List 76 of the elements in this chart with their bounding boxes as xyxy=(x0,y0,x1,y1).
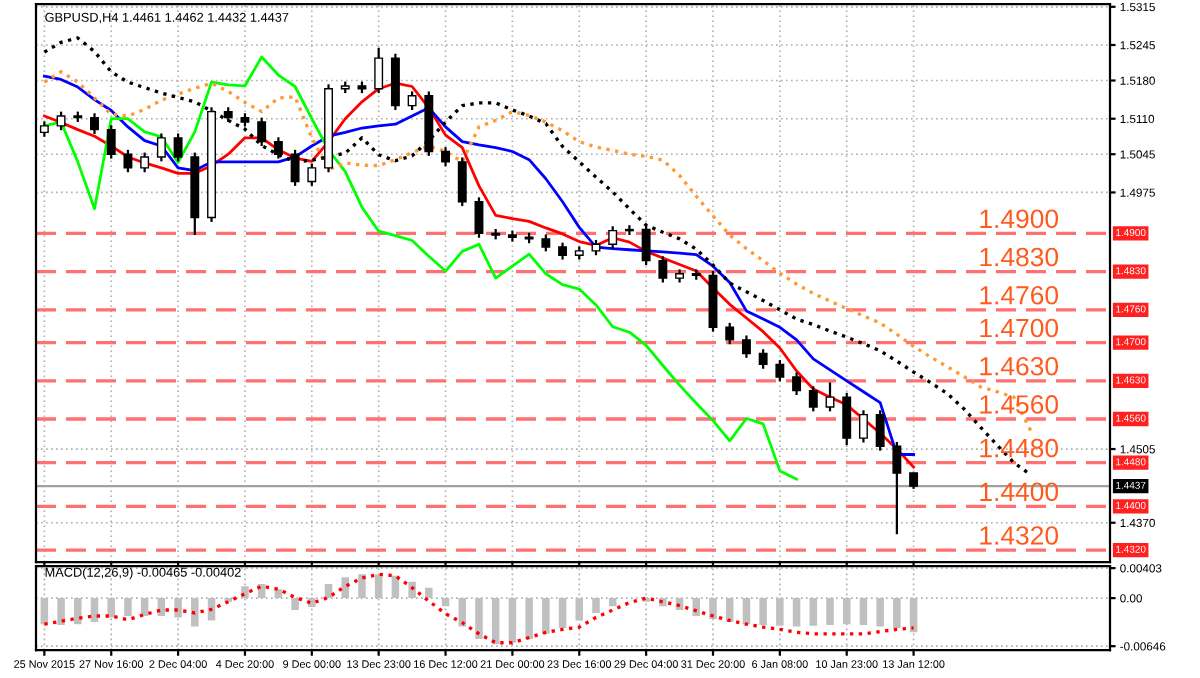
ref-line-label: 1.4630 xyxy=(980,356,1059,376)
bar xyxy=(107,598,115,618)
bar xyxy=(374,574,383,599)
candlestick xyxy=(441,146,450,168)
bar xyxy=(608,598,617,607)
candlestick xyxy=(374,46,384,95)
bar xyxy=(859,598,868,625)
candlestick xyxy=(792,371,802,397)
ref-line-label: 1.4560 xyxy=(980,395,1059,414)
candlestick xyxy=(758,348,768,370)
candlestick xyxy=(725,321,735,346)
bar xyxy=(876,598,884,627)
candlestick xyxy=(858,409,868,444)
candlestick xyxy=(407,90,417,112)
candlestick xyxy=(156,132,166,163)
bar xyxy=(709,598,717,619)
candlestick xyxy=(842,391,852,447)
bar xyxy=(441,598,450,607)
candlestick xyxy=(775,358,785,383)
bar xyxy=(809,598,818,626)
bar xyxy=(826,598,834,625)
candlestick xyxy=(875,409,885,452)
bar xyxy=(776,598,784,626)
bar xyxy=(90,598,99,622)
bar xyxy=(341,577,350,599)
candlestick xyxy=(741,334,751,359)
candlestick xyxy=(390,52,400,112)
bar xyxy=(759,598,767,625)
candlestick xyxy=(808,385,818,413)
bar xyxy=(592,598,600,613)
bar xyxy=(425,587,433,599)
candlestick xyxy=(106,124,116,160)
candlestick xyxy=(474,196,484,239)
candlestick xyxy=(658,255,668,284)
bar xyxy=(792,598,801,627)
candlestick xyxy=(608,225,618,250)
candlestick xyxy=(825,381,835,413)
bar xyxy=(358,574,366,599)
ref-line-label: 1.4900 xyxy=(980,209,1059,229)
bar xyxy=(508,598,517,643)
ref-line-label: 1.4400 xyxy=(980,482,1059,502)
candlestick xyxy=(290,148,300,187)
bar xyxy=(491,598,500,645)
bar xyxy=(575,598,584,621)
bar xyxy=(842,598,851,625)
candlestick xyxy=(457,156,467,208)
ref-line-label: 1.4700 xyxy=(980,318,1059,338)
candlestick xyxy=(257,116,267,148)
ref-line-label: 1.4830 xyxy=(980,247,1059,267)
bar xyxy=(57,598,65,625)
bar xyxy=(558,598,567,628)
ref-line-label: 1.4480 xyxy=(980,438,1059,458)
bar xyxy=(458,598,467,627)
bar xyxy=(742,598,751,625)
candlestick xyxy=(140,151,150,174)
bar xyxy=(291,598,299,611)
bar xyxy=(191,598,199,627)
candlestick xyxy=(641,224,651,267)
bar xyxy=(893,598,901,628)
candlestick xyxy=(307,162,317,187)
ref-line-label: 1.4320 xyxy=(980,526,1059,545)
line-series xyxy=(42,55,798,481)
bar xyxy=(542,598,550,634)
candlestick xyxy=(892,440,902,536)
ref-line-label: 1.4760 xyxy=(980,285,1059,305)
candlestick xyxy=(123,148,133,174)
bar xyxy=(74,598,82,625)
bar xyxy=(525,598,533,640)
candlestick xyxy=(90,112,99,136)
bar xyxy=(140,598,149,616)
bar xyxy=(475,598,483,640)
candlestick xyxy=(173,132,183,163)
candlestick xyxy=(273,136,283,160)
candlestick xyxy=(624,224,634,237)
bar xyxy=(124,598,132,616)
candlestick xyxy=(56,110,66,132)
